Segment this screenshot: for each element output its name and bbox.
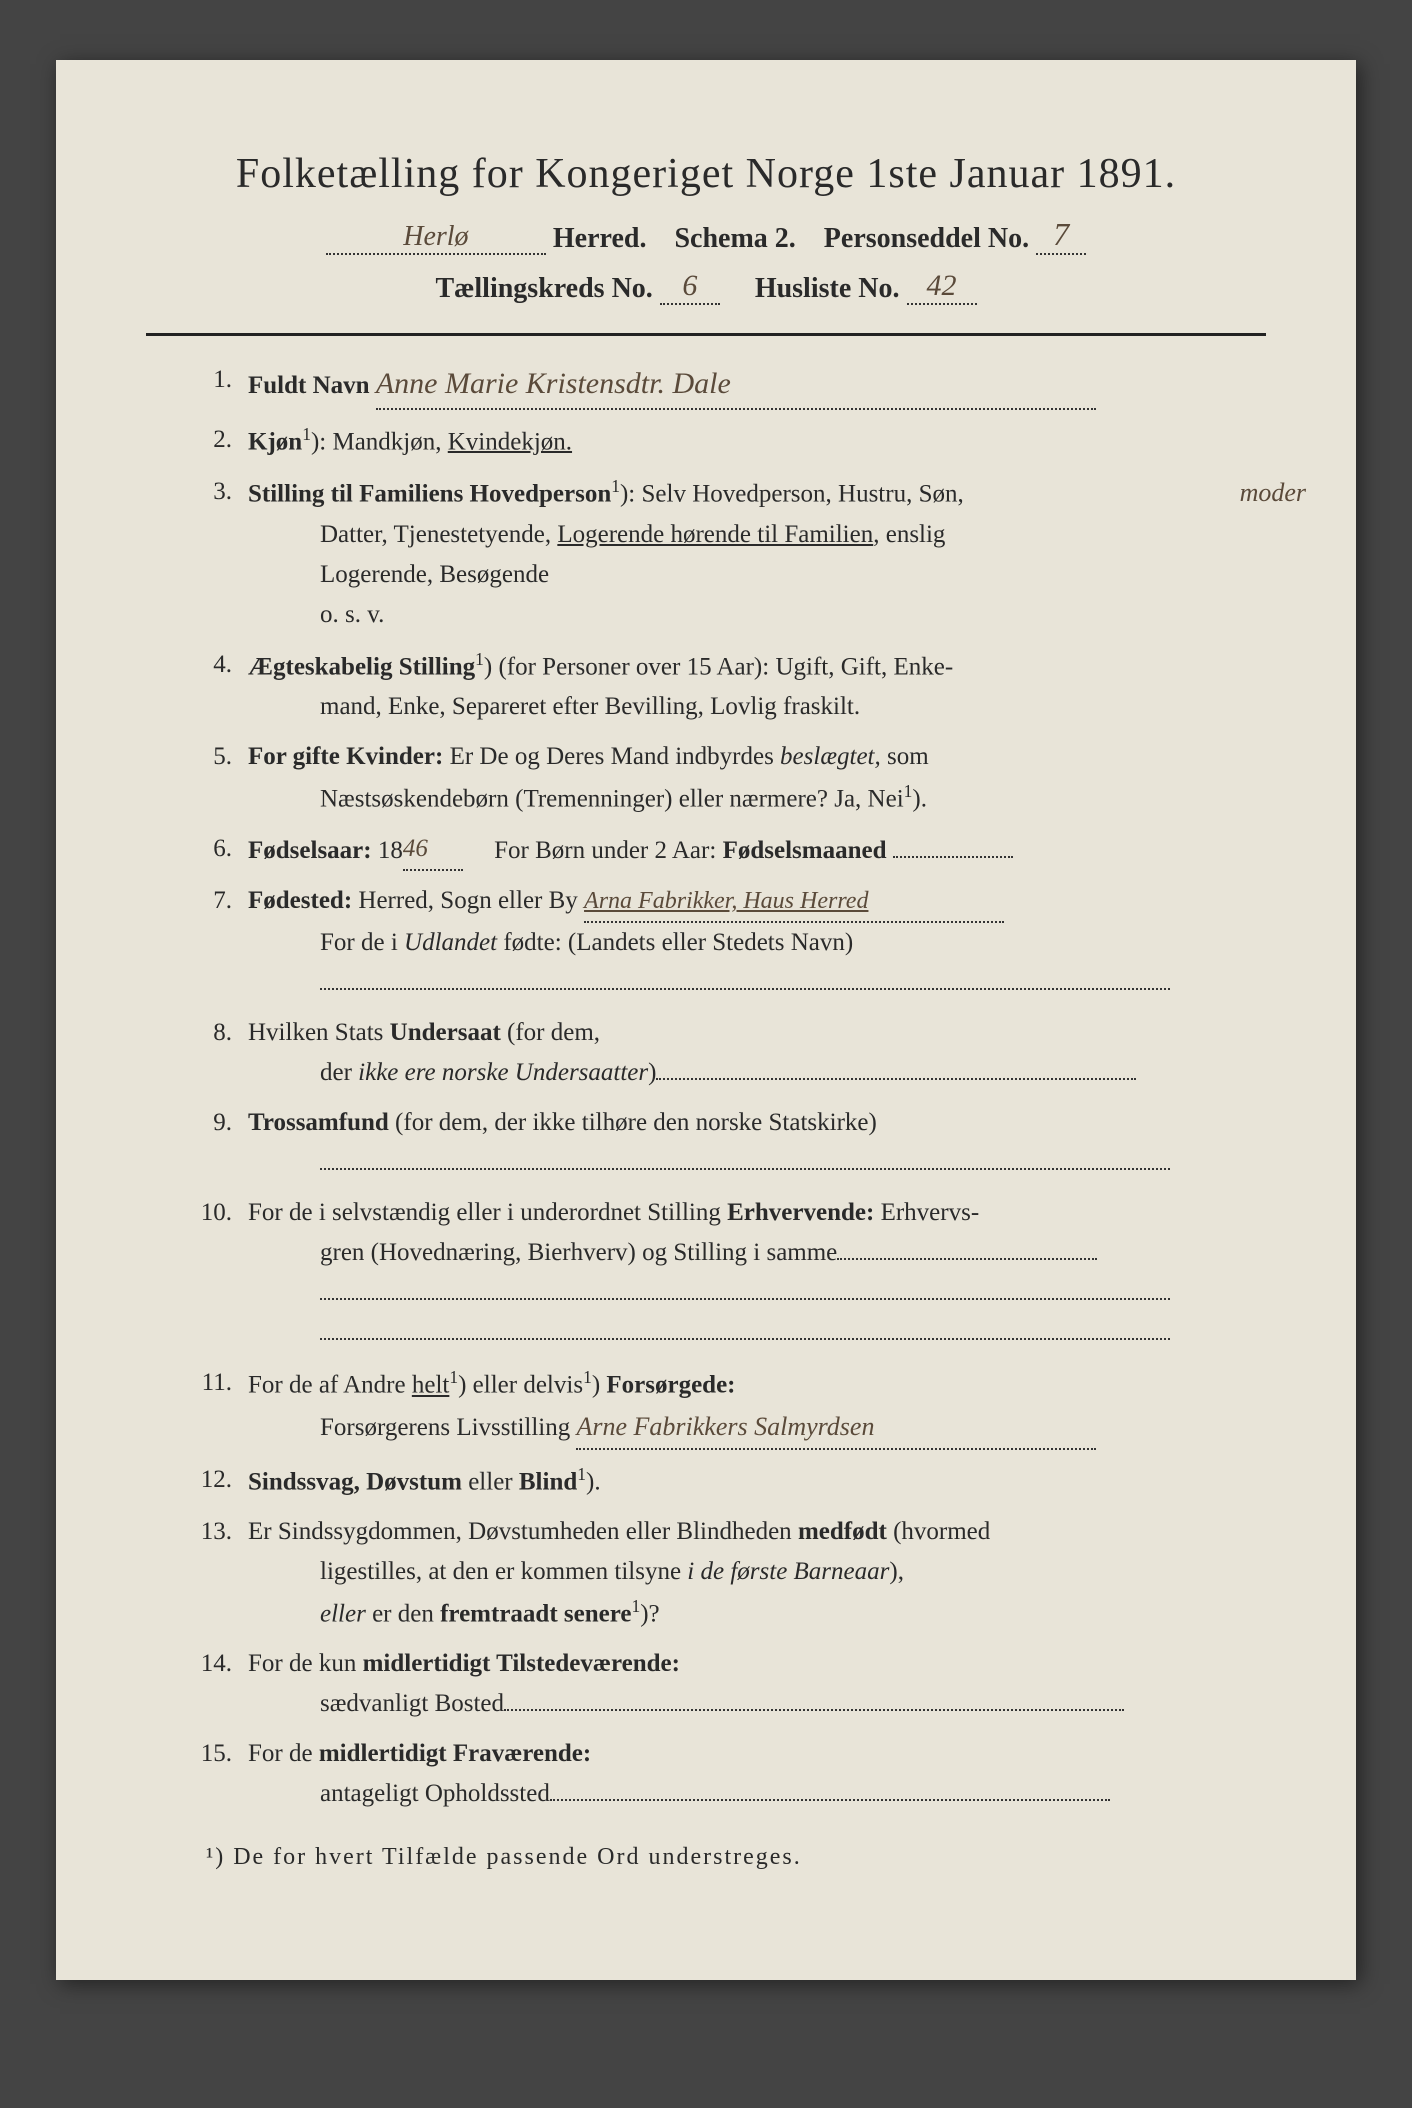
herred-label: Herred. <box>553 223 647 254</box>
label-aegte: Ægteskabelig Stilling <box>248 653 475 680</box>
form-header: Folketælling for Kongeriget Norge 1ste J… <box>146 150 1266 305</box>
item-10: 10. For de i selvstændig eller i underor… <box>176 1193 1236 1353</box>
husliste-label: Husliste No. <box>755 273 900 304</box>
divider <box>146 333 1266 336</box>
item-15: 15. For de midlertidigt Fraværende: anta… <box>176 1734 1236 1814</box>
item-7: 7. Fødested: Herred, Sogn eller By Arna … <box>176 881 1236 1003</box>
item-12: 12. Sindssvag, Døvstum eller Blind1). <box>176 1460 1236 1502</box>
forsorger-value: Arne Fabrikkers Salmyrdsen <box>576 1412 874 1441</box>
item-11: 11. For de af Andre helt1) eller delvis1… <box>176 1363 1236 1449</box>
label-navn: Fuldt Navn <box>248 372 370 399</box>
form-title: Folketælling for Kongeriget Norge 1ste J… <box>146 150 1266 198</box>
schema-label: Schema 2. <box>674 223 795 254</box>
label-fodested: Fødested: <box>248 887 352 914</box>
taellingskreds-no: 6 <box>682 269 697 302</box>
label-kjon: Kjøn <box>248 428 302 455</box>
form-body: 1. Fuldt Navn Anne Marie Kristensdtr. Da… <box>146 360 1266 1814</box>
census-form-page: Folketælling for Kongeriget Norge 1ste J… <box>56 60 1356 1980</box>
item-3: 3. Stilling til Familiens Hovedperson1):… <box>176 472 1236 634</box>
personseddel-label: Personseddel No. <box>824 223 1029 254</box>
taellingskreds-label: Tællingskreds No. <box>435 273 652 304</box>
item-9: 9. Trossamfund (for dem, der ikke tilhør… <box>176 1103 1236 1183</box>
fodested-value: Arna Fabrikker, Haus Herred <box>584 888 868 914</box>
personseddel-no: 7 <box>1053 216 1069 252</box>
navn-value: Anne Marie Kristensdtr. Dale <box>376 367 731 400</box>
item-1: 1. Fuldt Navn Anne Marie Kristensdtr. Da… <box>176 360 1236 410</box>
label-stilling: Stilling til Familiens Hovedperson <box>248 481 611 508</box>
item-6: 6. Fødselsaar: 1846 For Børn under 2 Aar… <box>176 829 1236 871</box>
year-value: 46 <box>403 835 428 862</box>
label-fodselsaar: Fødselsaar: <box>248 837 372 864</box>
item-4: 4. Ægteskabelig Stilling1) (for Personer… <box>176 645 1236 727</box>
husliste-no: 42 <box>927 269 957 302</box>
item-13: 13. Er Sindssygdommen, Døvstumheden elle… <box>176 1512 1236 1634</box>
margin-note: moder <box>1240 472 1306 514</box>
item-8: 8. Hvilken Stats Undersaat (for dem, der… <box>176 1013 1236 1093</box>
footnote: ¹) De for hvert Tilfælde passende Ord un… <box>206 1844 1266 1871</box>
item-2: 2. Kjøn1): Mandkjøn, Kvindekjøn. <box>176 420 1236 462</box>
kjon-selected: Kvindekjøn. <box>448 428 572 455</box>
label-gifte: For gifte Kvinder: <box>248 743 443 770</box>
item-5: 5. For gifte Kvinder: Er De og Deres Man… <box>176 737 1236 819</box>
item-14: 14. For de kun midlertidigt Tilstedevære… <box>176 1644 1236 1724</box>
herred-value: Herlø <box>403 221 468 252</box>
subheader-1: Herlø Herred. Schema 2. Personseddel No.… <box>146 216 1266 255</box>
subheader-2: Tællingskreds No. 6 Husliste No. 42 <box>146 269 1266 305</box>
